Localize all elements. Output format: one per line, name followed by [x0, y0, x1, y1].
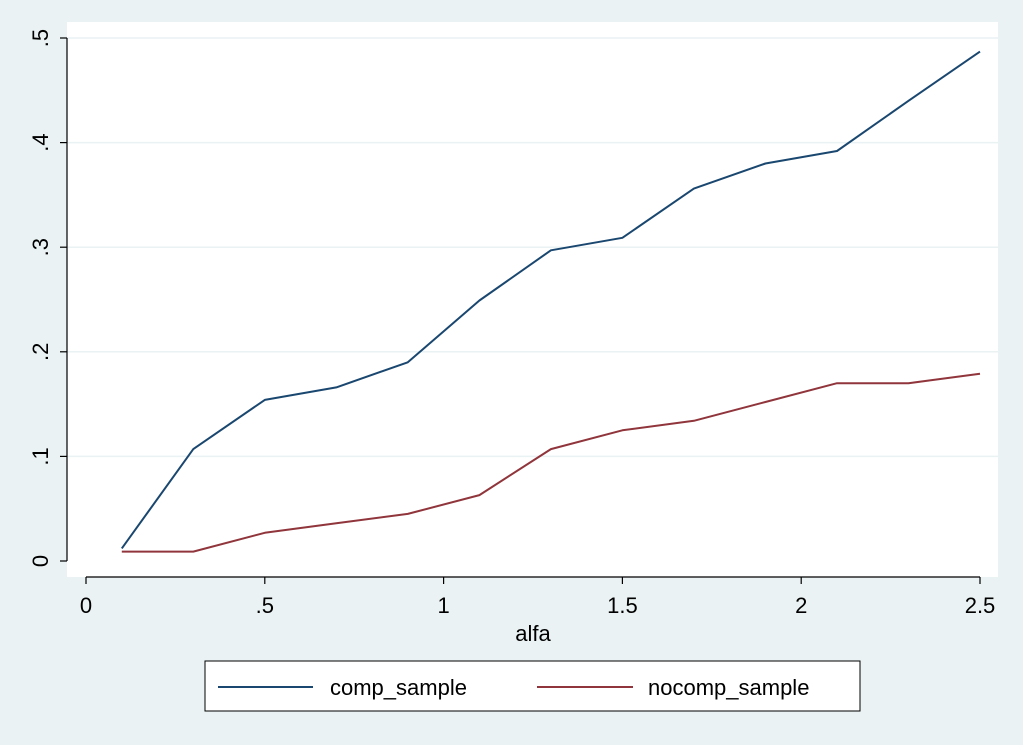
- x-tick-label: 2.5: [965, 593, 996, 618]
- y-tick-label: .4: [28, 133, 53, 151]
- y-tick-label: 0: [28, 555, 53, 567]
- x-tick-label: 2: [795, 593, 807, 618]
- series-line-nocomp_sample: [121, 372, 981, 553]
- legend-label-nocomp_sample: nocomp_sample: [648, 675, 809, 700]
- legend-box: [204, 660, 861, 712]
- x-tick-label: 1: [437, 593, 449, 618]
- plot-area: [67, 22, 998, 577]
- axes: 0 .1 .2 .3 .4 .5 0 .5 1 1.5 2 2.5: [28, 29, 995, 618]
- legend: comp_sample nocomp_sample: [204, 660, 861, 712]
- y-tick-label: .2: [28, 343, 53, 361]
- gridlines: [67, 37, 998, 458]
- series-lines: [120, 50, 981, 553]
- x-axis-label: alfa: [515, 621, 551, 646]
- y-tick-label: .3: [28, 238, 53, 256]
- series-line-comp_sample: [120, 50, 981, 549]
- x-tick-label: .5: [256, 593, 274, 618]
- x-tick-label: 1.5: [607, 593, 638, 618]
- legend-label-comp_sample: comp_sample: [330, 675, 467, 700]
- x-tick-label: 0: [80, 593, 92, 618]
- y-tick-label: .1: [28, 447, 53, 465]
- y-tick-label: .5: [28, 29, 53, 47]
